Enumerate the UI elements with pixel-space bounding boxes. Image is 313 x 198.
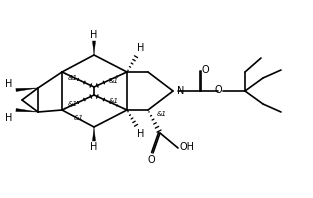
Text: H: H <box>90 30 98 40</box>
Polygon shape <box>16 88 38 91</box>
Text: &1: &1 <box>157 111 167 117</box>
Text: &1: &1 <box>74 115 84 121</box>
Text: &1: &1 <box>68 101 78 107</box>
Text: &1: &1 <box>109 98 119 104</box>
Polygon shape <box>16 109 38 112</box>
Text: O: O <box>214 85 222 95</box>
Text: N: N <box>177 86 184 96</box>
Text: &1: &1 <box>109 78 119 84</box>
Text: H: H <box>5 79 13 89</box>
Text: H: H <box>137 43 145 53</box>
Text: H: H <box>5 113 13 123</box>
Text: OH: OH <box>179 142 194 152</box>
Text: H: H <box>90 142 98 152</box>
Polygon shape <box>93 41 95 55</box>
Text: O: O <box>201 65 209 75</box>
Text: O: O <box>147 155 155 165</box>
Text: &1: &1 <box>68 75 78 81</box>
Text: H: H <box>137 129 145 139</box>
Polygon shape <box>93 127 95 141</box>
